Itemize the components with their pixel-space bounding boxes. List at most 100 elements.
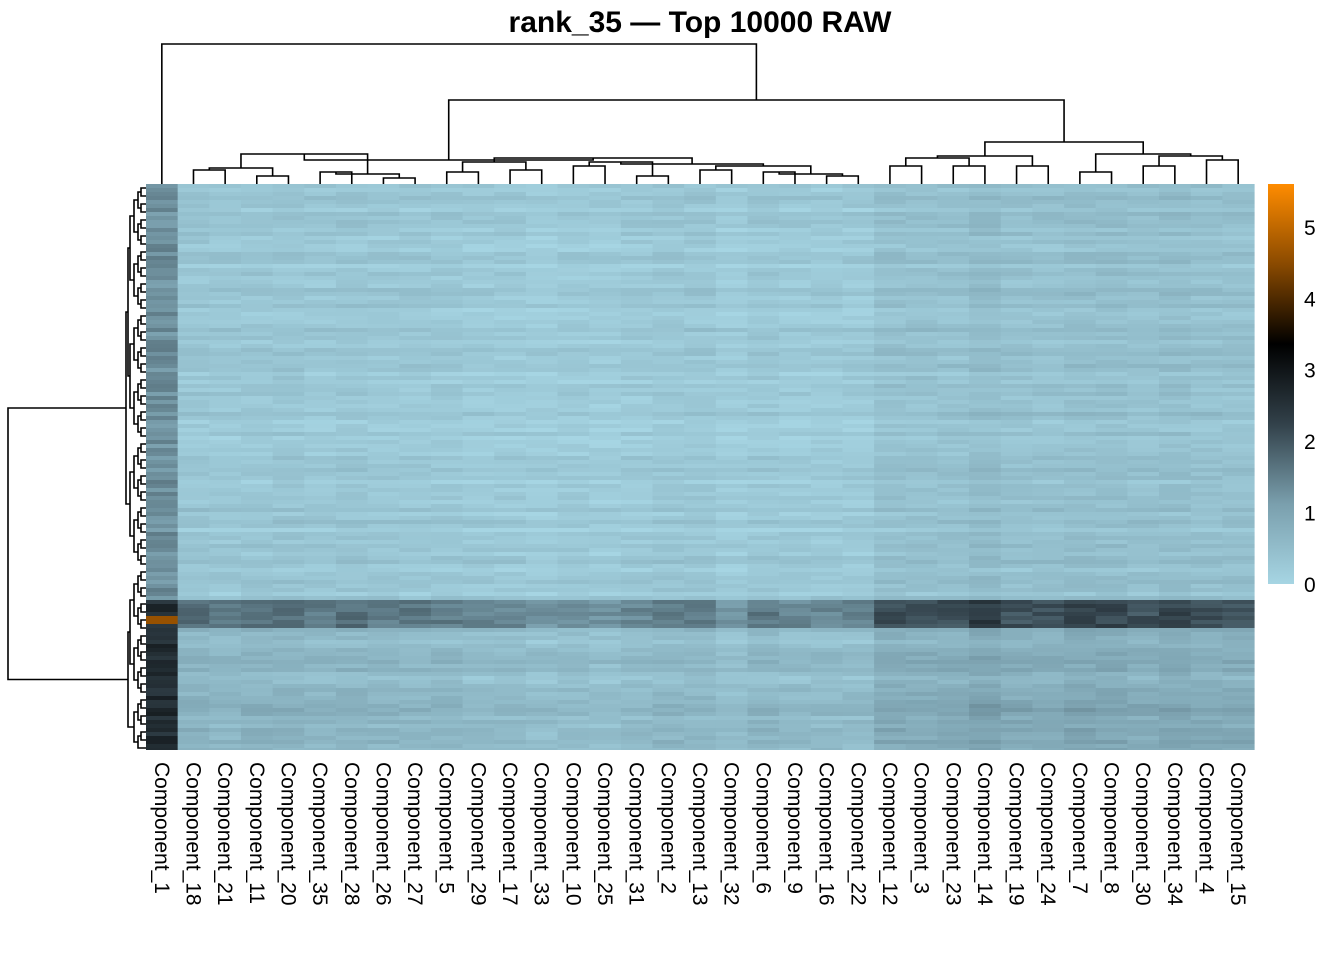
dendrogram-branch xyxy=(127,631,134,728)
heatmap-cell xyxy=(304,388,337,392)
heatmap-cell xyxy=(1000,560,1033,564)
heatmap-cell xyxy=(525,632,559,636)
heatmap-cell xyxy=(146,584,179,588)
heatmap-cell xyxy=(589,608,622,612)
heatmap-cell xyxy=(1032,484,1065,488)
heatmap-cell xyxy=(684,460,717,464)
heatmap-cell xyxy=(652,544,685,548)
heatmap-cell xyxy=(969,264,1002,268)
heatmap-cell xyxy=(525,252,559,256)
heatmap-cell xyxy=(842,576,875,580)
heatmap-cell xyxy=(146,712,179,716)
heatmap-cell xyxy=(1095,556,1128,560)
heatmap-cell xyxy=(842,388,875,392)
heatmap-cell xyxy=(557,648,590,652)
heatmap-cell xyxy=(1064,664,1097,668)
heatmap-cell xyxy=(462,420,495,424)
heatmap-cell xyxy=(810,356,844,360)
heatmap-cell xyxy=(747,668,780,672)
heatmap-cell xyxy=(525,448,559,452)
heatmap-cell xyxy=(1064,440,1097,444)
heatmap-cell xyxy=(367,432,400,436)
heatmap-cell xyxy=(1222,284,1255,288)
heatmap-cell xyxy=(304,696,337,700)
heatmap-cell xyxy=(620,356,654,360)
heatmap-cell xyxy=(684,444,717,448)
heatmap-cell xyxy=(304,504,337,508)
heatmap-cell xyxy=(240,412,274,416)
heatmap-cell xyxy=(304,640,337,644)
heatmap-cell xyxy=(620,560,654,564)
heatmap-cell xyxy=(557,420,590,424)
heatmap-cell xyxy=(842,584,875,588)
heatmap-cell xyxy=(367,356,400,360)
heatmap-cell xyxy=(589,660,622,664)
heatmap-cell xyxy=(715,564,749,568)
heatmap-cell xyxy=(557,304,590,308)
heatmap-cell xyxy=(209,532,242,536)
heatmap-cell xyxy=(652,196,685,200)
heatmap-cell xyxy=(399,744,432,748)
heatmap-cell xyxy=(367,380,400,384)
heatmap-cell xyxy=(304,568,337,572)
heatmap-cell xyxy=(937,592,970,596)
heatmap-cell xyxy=(272,196,305,200)
heatmap-cell xyxy=(905,456,939,460)
heatmap-cell xyxy=(684,244,717,248)
heatmap-cell xyxy=(747,204,780,208)
dendrogram-branch xyxy=(140,267,146,277)
heatmap-cell xyxy=(1000,576,1033,580)
heatmap-cell xyxy=(557,196,590,200)
heatmap-cell xyxy=(969,504,1002,508)
heatmap-cell xyxy=(779,600,812,604)
heatmap-cell xyxy=(146,372,179,376)
heatmap-cell xyxy=(779,192,812,196)
heatmap-cell xyxy=(937,280,970,284)
heatmap-cell xyxy=(146,740,179,744)
heatmap-cell xyxy=(272,304,305,308)
heatmap-cell xyxy=(335,344,369,348)
heatmap-cell xyxy=(304,352,337,356)
heatmap-cell xyxy=(209,236,242,240)
heatmap-cell xyxy=(1000,604,1033,608)
heatmap-cell xyxy=(842,280,875,284)
heatmap-cell xyxy=(240,196,274,200)
heatmap-cell xyxy=(715,732,749,736)
heatmap-cell xyxy=(462,284,495,288)
heatmap-cell xyxy=(335,220,369,224)
heatmap-cell xyxy=(589,708,622,712)
heatmap-cell xyxy=(779,488,812,492)
heatmap-cell xyxy=(620,200,654,204)
heatmap-cell xyxy=(937,548,970,552)
heatmap-cell xyxy=(779,548,812,552)
heatmap-cell xyxy=(715,248,749,252)
heatmap-cell xyxy=(1190,508,1223,512)
heatmap-cell xyxy=(969,680,1002,684)
heatmap-cell xyxy=(1064,384,1097,388)
heatmap-cell xyxy=(842,424,875,428)
heatmap-cell xyxy=(1064,292,1097,296)
heatmap-cell xyxy=(1127,716,1160,720)
heatmap-cell xyxy=(1032,344,1065,348)
heatmap-cell xyxy=(779,732,812,736)
heatmap-cell xyxy=(652,464,685,468)
heatmap-cell xyxy=(1127,512,1160,516)
heatmap-cell xyxy=(1190,332,1223,336)
heatmap-cell xyxy=(367,384,400,388)
heatmap-cell xyxy=(969,300,1002,304)
heatmap-cell xyxy=(589,276,622,280)
heatmap-cell xyxy=(304,448,337,452)
heatmap-cell xyxy=(399,720,432,724)
heatmap-cell xyxy=(779,408,812,412)
heatmap-cell xyxy=(304,296,337,300)
heatmap-cell xyxy=(240,436,274,440)
heatmap-cell xyxy=(652,552,685,556)
heatmap-cell xyxy=(525,736,559,740)
heatmap-cell xyxy=(1222,188,1255,192)
heatmap-cell xyxy=(1064,612,1097,616)
heatmap-cell xyxy=(462,296,495,300)
heatmap-cell xyxy=(937,388,970,392)
heatmap-cell xyxy=(779,664,812,668)
heatmap-cell xyxy=(747,616,780,620)
heatmap-cell xyxy=(969,684,1002,688)
